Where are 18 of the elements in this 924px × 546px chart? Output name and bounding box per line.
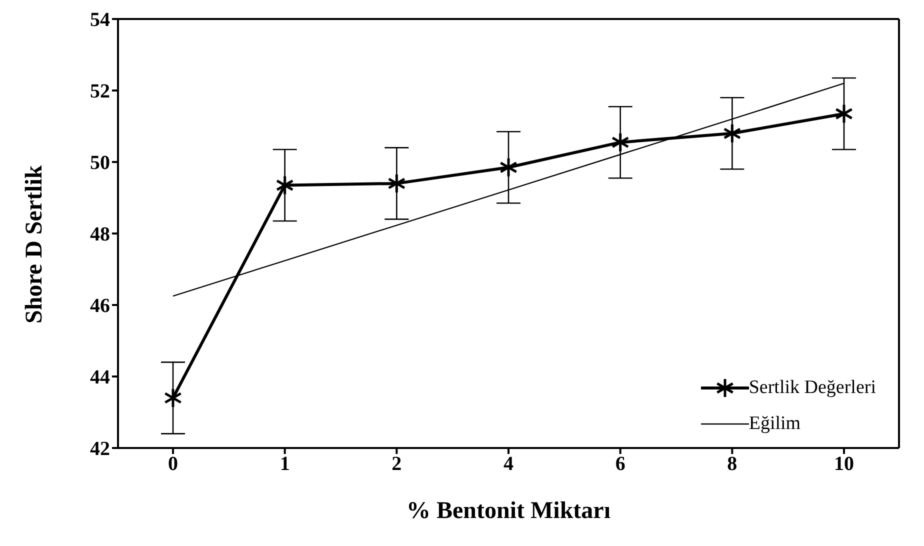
y-axis-title: Shore D Sertlik: [22, 164, 48, 324]
legend-label: Eğilim: [748, 413, 801, 435]
x-tick-label: 4: [504, 453, 514, 476]
x-tick-label: 1: [280, 453, 290, 476]
y-tick-label: 46: [90, 295, 110, 318]
y-tick-label: 54: [90, 9, 110, 32]
y-tick-label: 48: [90, 224, 110, 246]
y-tick-label: 42: [90, 438, 110, 460]
x-tick-label: 8: [727, 453, 738, 476]
x-tick-label: 0: [168, 453, 178, 476]
x-axis-title: % Bentonit Miktarı: [406, 498, 611, 524]
x-tick-label: 10: [834, 453, 854, 476]
x-tick-label: 6: [615, 453, 626, 476]
y-tick-label: 44: [90, 366, 110, 389]
y-tick-label: 50: [90, 152, 110, 174]
y-tick-label: 52: [90, 80, 110, 103]
x-tick-label: 2: [392, 453, 402, 476]
legend-label: Sertlik Değerleri: [748, 377, 876, 399]
